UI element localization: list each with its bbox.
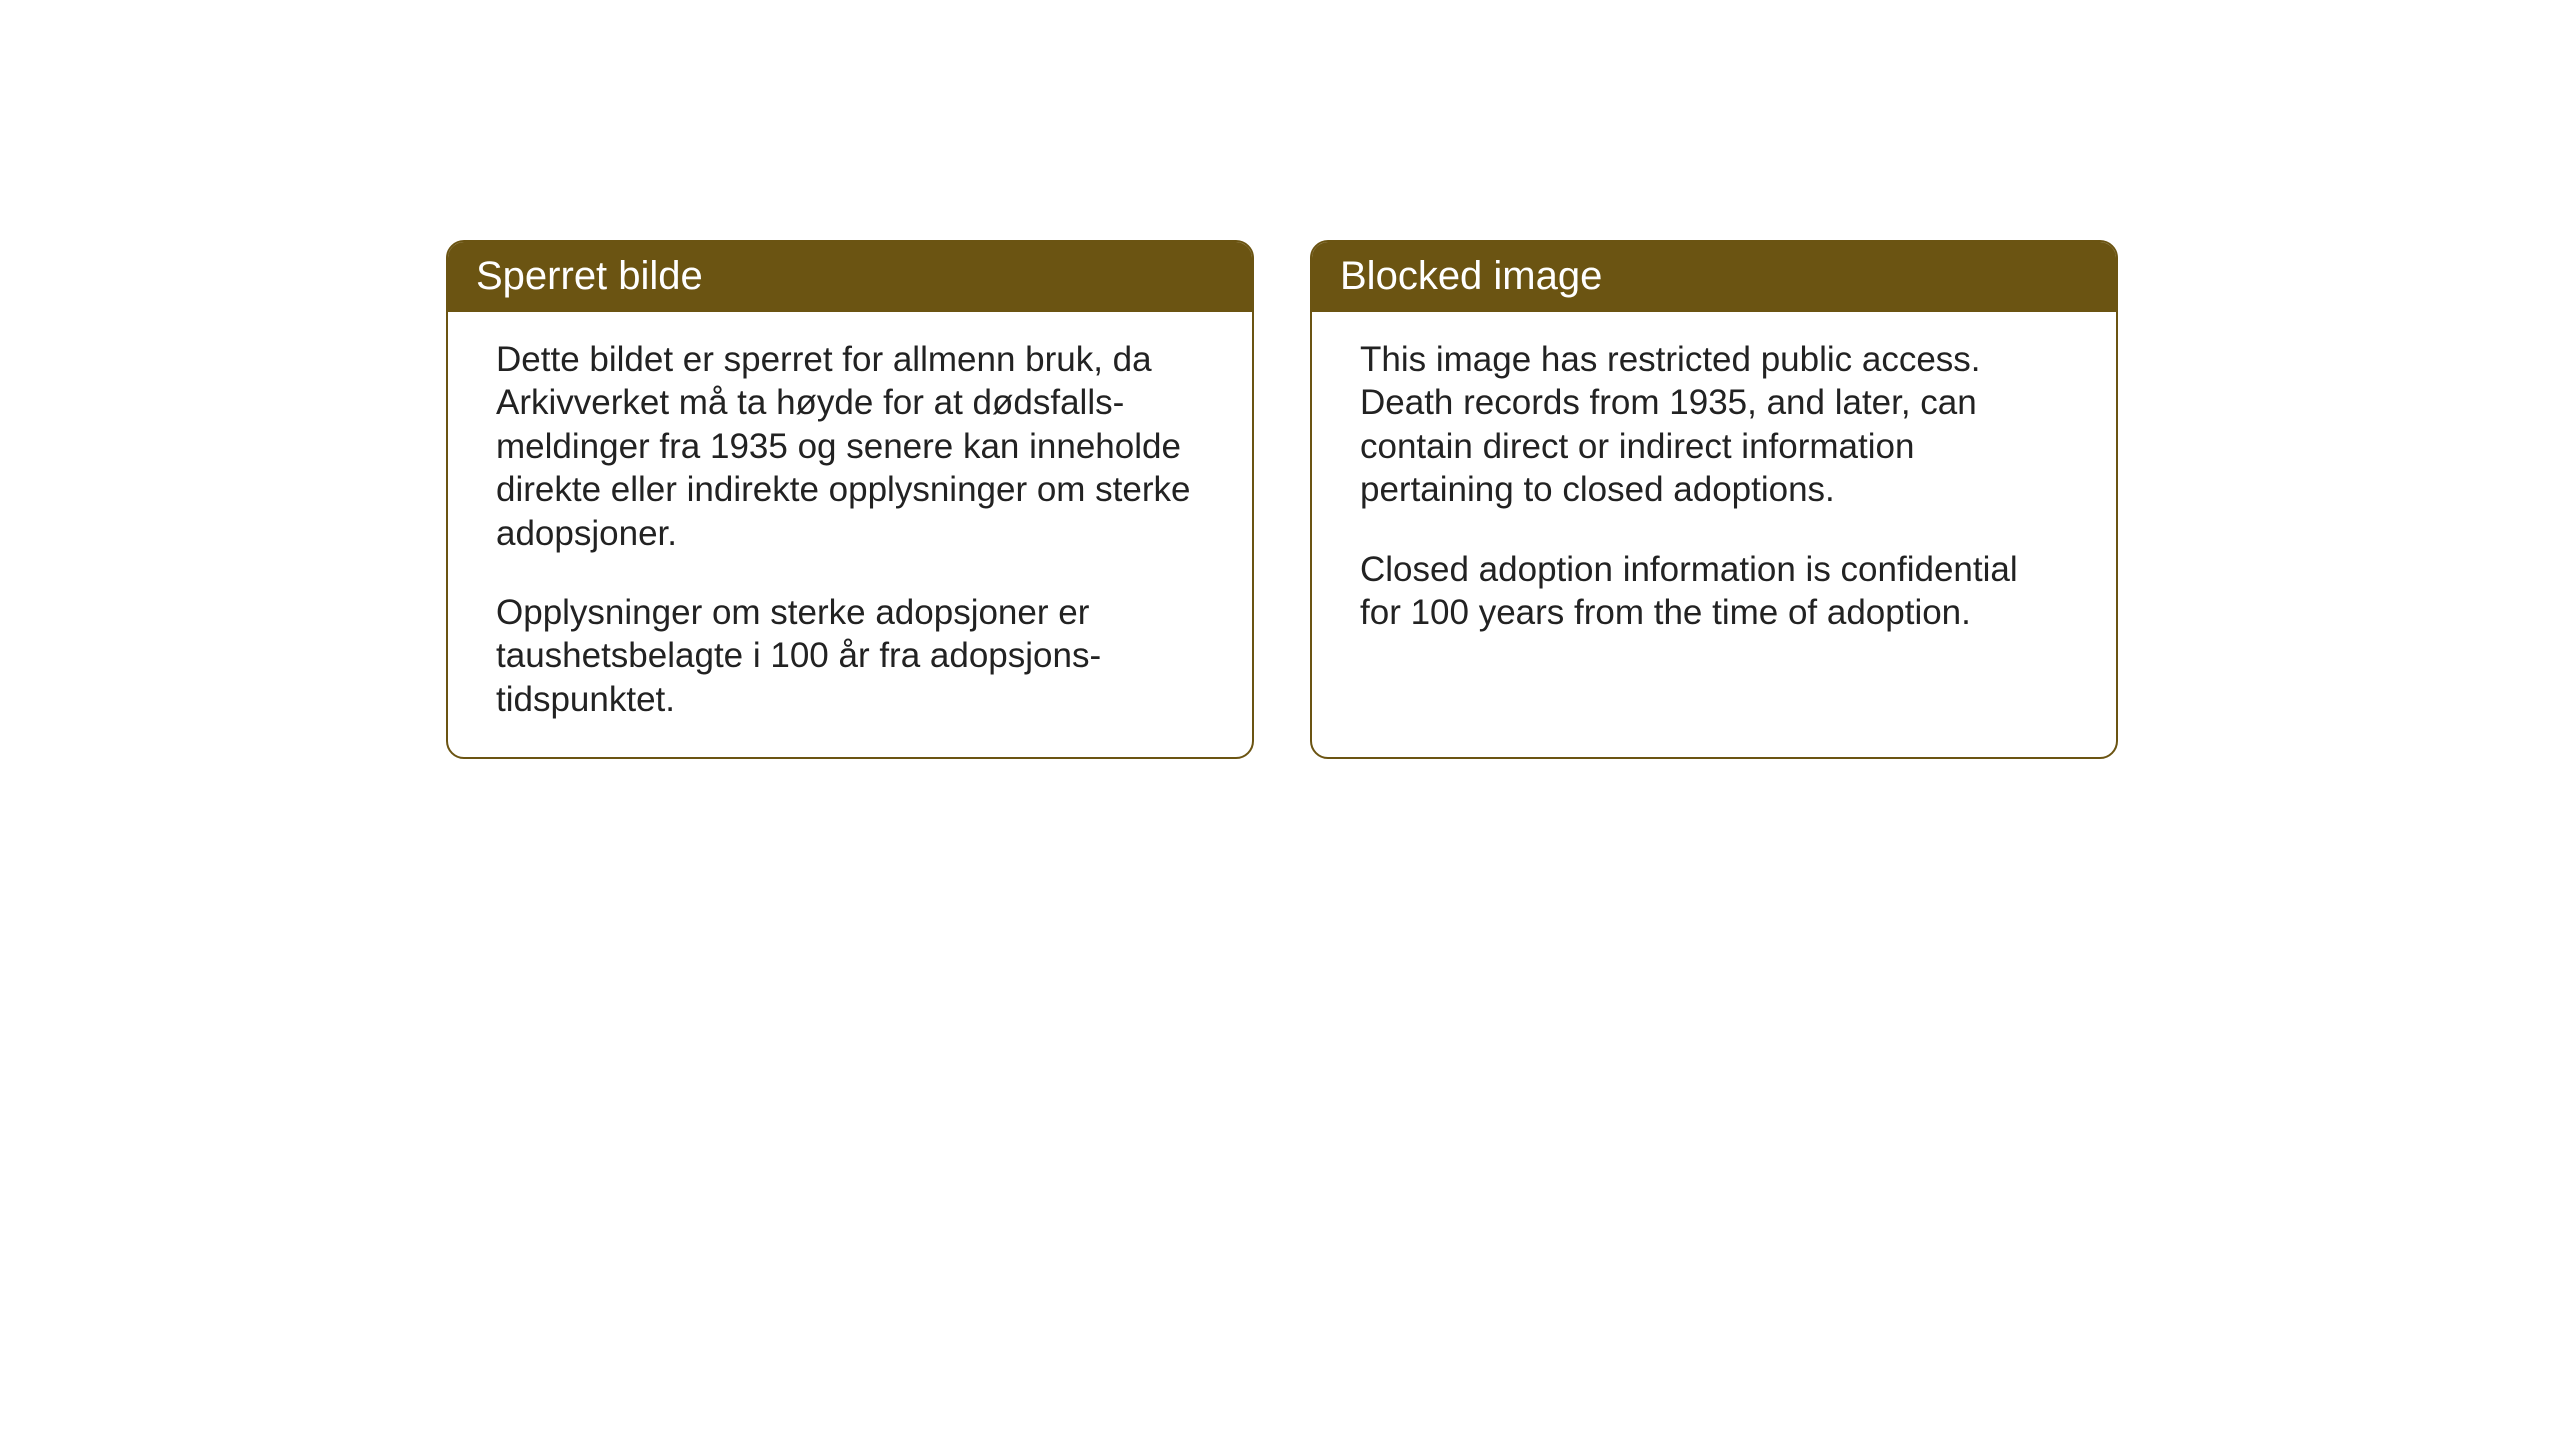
notice-title-english: Blocked image — [1312, 242, 2116, 312]
notice-paragraph: Dette bildet er sperret for allmenn bruk… — [496, 338, 1204, 555]
notice-title-norwegian: Sperret bilde — [448, 242, 1252, 312]
notice-paragraph: Closed adoption information is confident… — [1360, 548, 2068, 635]
notice-body-norwegian: Dette bildet er sperret for allmenn bruk… — [448, 312, 1252, 757]
notice-card-norwegian: Sperret bilde Dette bildet er sperret fo… — [446, 240, 1254, 759]
notice-body-english: This image has restricted public access.… — [1312, 312, 2116, 670]
notice-paragraph: Opplysninger om sterke adopsjoner er tau… — [496, 591, 1204, 721]
notice-paragraph: This image has restricted public access.… — [1360, 338, 2068, 512]
notice-container: Sperret bilde Dette bildet er sperret fo… — [446, 240, 2118, 759]
notice-card-english: Blocked image This image has restricted … — [1310, 240, 2118, 759]
